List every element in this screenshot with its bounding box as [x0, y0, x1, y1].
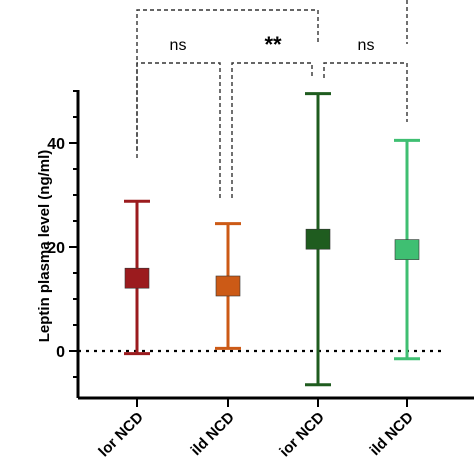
mean-marker [124, 267, 150, 289]
y-tick-label: 40 [47, 136, 65, 153]
mean-marker [215, 275, 241, 297]
significance-bracket-2 [231, 62, 313, 198]
significance-bracket-1 [136, 62, 221, 198]
x-tick-label: ild NCD [367, 409, 417, 459]
x-tick-label: ild NCD [188, 409, 238, 459]
y-tick-label: 0 [56, 344, 65, 361]
mean-marker [305, 228, 331, 250]
significance-label: ns [170, 37, 187, 54]
significance-bracket-3 [323, 62, 408, 122]
x-tick-label: ior NCD [276, 409, 328, 461]
x-tick-label: lor NCD [95, 409, 147, 461]
y-tick-label: 20 [47, 240, 65, 257]
mean-marker [394, 239, 420, 260]
significance-label: ns [358, 37, 375, 54]
significance-label: ** [264, 32, 282, 57]
y-axis-label: Leptin plasma level (ng/ml) [36, 150, 53, 343]
significance-bracket-top [136, 9, 319, 158]
